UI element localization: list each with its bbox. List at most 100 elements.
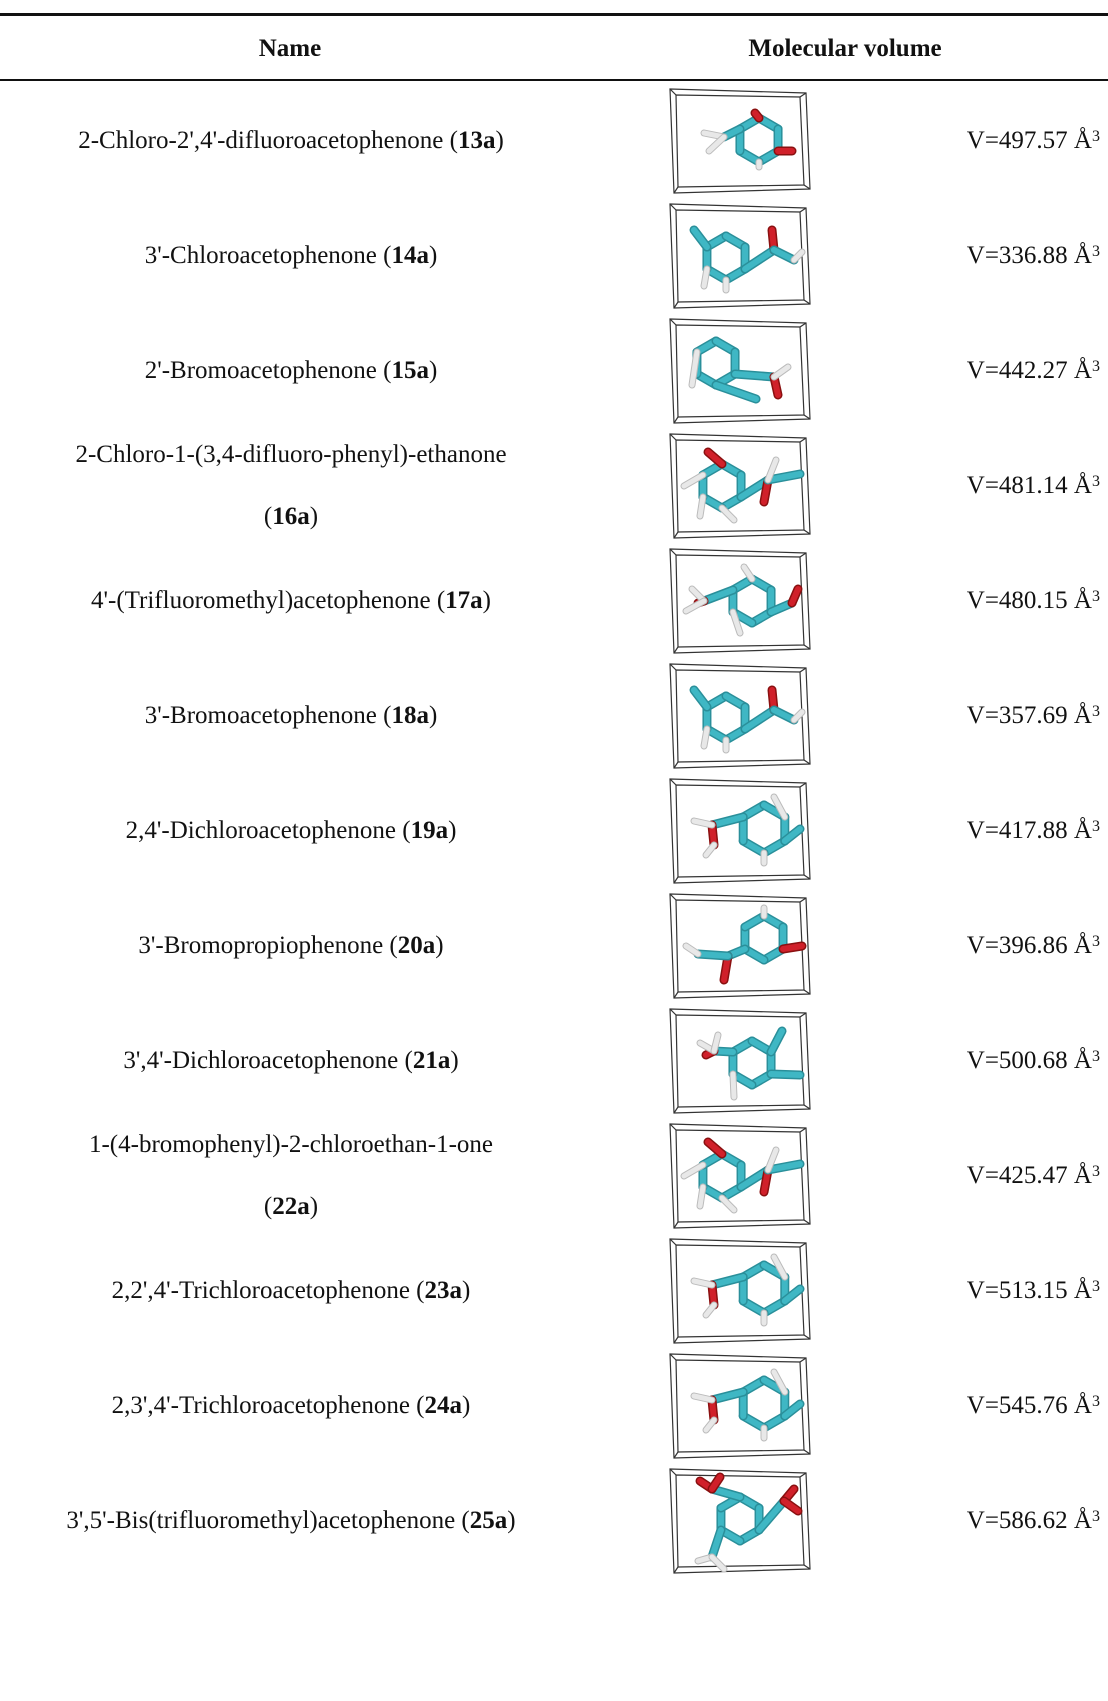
column-header-name: Name — [258, 35, 322, 62]
compound-code: 15a — [391, 356, 429, 384]
compound-name: 3'-Bromoacetophenone (18a) — [145, 685, 438, 747]
volume-unit-exponent: 3 — [1092, 702, 1100, 720]
volume-unit-exponent: 3 — [1092, 817, 1100, 835]
molecule-structure-cell — [664, 1350, 816, 1462]
compound-code-close-paren: ) — [462, 1391, 471, 1419]
compound-code-close-paren: ) — [428, 241, 438, 269]
compound-code-close-paren: ) — [495, 126, 504, 154]
compound-code-close-paren: ) — [428, 701, 438, 729]
compound-code-close-paren: ) — [309, 1192, 319, 1220]
volume-unit-exponent: 3 — [1092, 357, 1100, 375]
compound-name-cell: 4'-(Trifluoromethyl)acetophenone (17a) — [10, 543, 572, 658]
compound-name: 3',4'-Dichloroacetophenone (21a) — [123, 1030, 458, 1092]
compound-code: 25a — [469, 1506, 508, 1534]
compound-code-close-paren: ) — [507, 1506, 516, 1534]
column-header-molecular-volume: Molecular volume — [748, 35, 942, 62]
compound-name-cell: 3'-Bromopropiophenone (20a) — [10, 888, 572, 1003]
molecule-structure-cell — [664, 1465, 816, 1577]
molecule-3d-image — [669, 662, 811, 769]
compound-code: 18a — [391, 701, 429, 729]
compound-name-text: 2,4'-Dichloroacetophenone ( — [125, 816, 411, 844]
volume-unit-exponent: 3 — [1092, 1392, 1100, 1410]
compound-name-text: 3'-Bromoacetophenone ( — [144, 701, 392, 729]
compound-name-text: 3'-Bromopropiophenone ( — [138, 931, 398, 959]
volume-text: V=497.57 Å — [966, 126, 1092, 154]
volume-text: V=425.47 Å — [966, 1161, 1092, 1189]
volume-unit-exponent: 3 — [1092, 127, 1100, 145]
compound-code: 19a — [410, 816, 449, 844]
compound-code-close-paren: ) — [428, 356, 438, 384]
volume-text: V=481.14 Å — [966, 471, 1092, 499]
compound-code: 13a — [457, 126, 496, 154]
compound-name-text: 2-Chloro-2',4'-difluoroacetophenone ( — [78, 126, 458, 154]
volume-unit-exponent: 3 — [1092, 1277, 1100, 1295]
volume-text: V=480.15 Å — [966, 586, 1092, 614]
volume-text: V=336.88 Å — [966, 241, 1092, 269]
table-row: 3',4'-Dichloroacetophenone (21a) V=500.6… — [0, 1003, 1108, 1118]
compound-name: 2-Chloro-2',4'-difluoroacetophenone (13a… — [78, 110, 504, 172]
molecule-structure-cell — [664, 1005, 816, 1117]
compound-code: 23a — [424, 1276, 463, 1304]
molecule-3d-image — [669, 547, 811, 654]
volume-unit-exponent: 3 — [1092, 932, 1100, 950]
compound-name-text: 2'-Bromoacetophenone ( — [144, 356, 392, 384]
volume-unit-exponent: 3 — [1092, 1507, 1100, 1525]
molecule-3d-image — [669, 432, 811, 539]
molecule-3d-image — [669, 777, 811, 884]
compound-name-cell: 2'-Bromoacetophenone (15a) — [10, 313, 572, 428]
volume-text: V=513.15 Å — [966, 1276, 1092, 1304]
compound-name: 2-Chloro-1-(3,4-difluoro-phenyl)-ethanon… — [75, 424, 506, 548]
volume-unit-exponent: 3 — [1092, 242, 1100, 260]
compound-code: 17a — [445, 586, 483, 614]
compound-name-cell: 2,3',4'-Trichloroacetophenone (24a) — [10, 1348, 572, 1463]
compound-code-close-paren: ) — [435, 931, 444, 959]
compound-code: 14a — [391, 241, 429, 269]
table-row: 3',5'-Bis(trifluoromethyl)acetophenone (… — [0, 1463, 1108, 1578]
volume-unit-exponent: 3 — [1092, 1162, 1100, 1180]
compound-name-cell: 3'-Chloroacetophenone (14a) — [10, 198, 572, 313]
molecule-structure-cell — [664, 85, 816, 197]
molecule-3d-image — [669, 1467, 811, 1574]
molecule-structure-cell — [664, 200, 816, 312]
molecule-structure-cell — [664, 775, 816, 887]
volume-text: V=442.27 Å — [966, 356, 1092, 384]
compound-code: 16a — [272, 502, 310, 530]
table-row: 2,4'-Dichloroacetophenone (19a) V=417.88… — [0, 773, 1108, 888]
compound-code-open-paren: ( — [263, 1192, 273, 1220]
compound-name-cell: 3',4'-Dichloroacetophenone (21a) — [10, 1003, 572, 1118]
compound-name-cell: 3'-Bromoacetophenone (18a) — [10, 658, 572, 773]
compound-name: 2,3',4'-Trichloroacetophenone (24a) — [112, 1375, 471, 1437]
compound-name-cell: 2-Chloro-1-(3,4-difluoro-phenyl)-ethanon… — [10, 428, 572, 543]
compound-code-close-paren: ) — [450, 1046, 459, 1074]
compound-name-cell: 3',5'-Bis(trifluoromethyl)acetophenone (… — [10, 1463, 572, 1578]
molecule-3d-image — [669, 202, 811, 309]
molecule-3d-image — [669, 1122, 811, 1229]
volume-text: V=396.86 Å — [966, 931, 1092, 959]
compound-name: 3'-Chloroacetophenone (14a) — [145, 225, 438, 287]
compound-name: 3',5'-Bis(trifluoromethyl)acetophenone (… — [66, 1490, 515, 1552]
compound-name: 2'-Bromoacetophenone (15a) — [145, 340, 438, 402]
compound-code-close-paren: ) — [462, 1276, 471, 1304]
molecule-3d-image — [669, 1007, 811, 1114]
compound-name: 4'-(Trifluoromethyl)acetophenone (17a) — [91, 570, 491, 632]
molecule-structure-cell — [664, 315, 816, 427]
compound-name-text: 3',5'-Bis(trifluoromethyl)acetophenone ( — [66, 1506, 470, 1534]
compound-code-close-paren: ) — [309, 502, 319, 530]
volume-text: V=586.62 Å — [966, 1506, 1092, 1534]
molecule-structure-cell — [664, 545, 816, 657]
compound-name-text: 2-Chloro-1-(3,4-difluoro-phenyl)-ethanon… — [75, 440, 507, 468]
compound-name-text: 2,3',4'-Trichloroacetophenone ( — [111, 1391, 425, 1419]
compound-code: 21a — [412, 1046, 451, 1074]
